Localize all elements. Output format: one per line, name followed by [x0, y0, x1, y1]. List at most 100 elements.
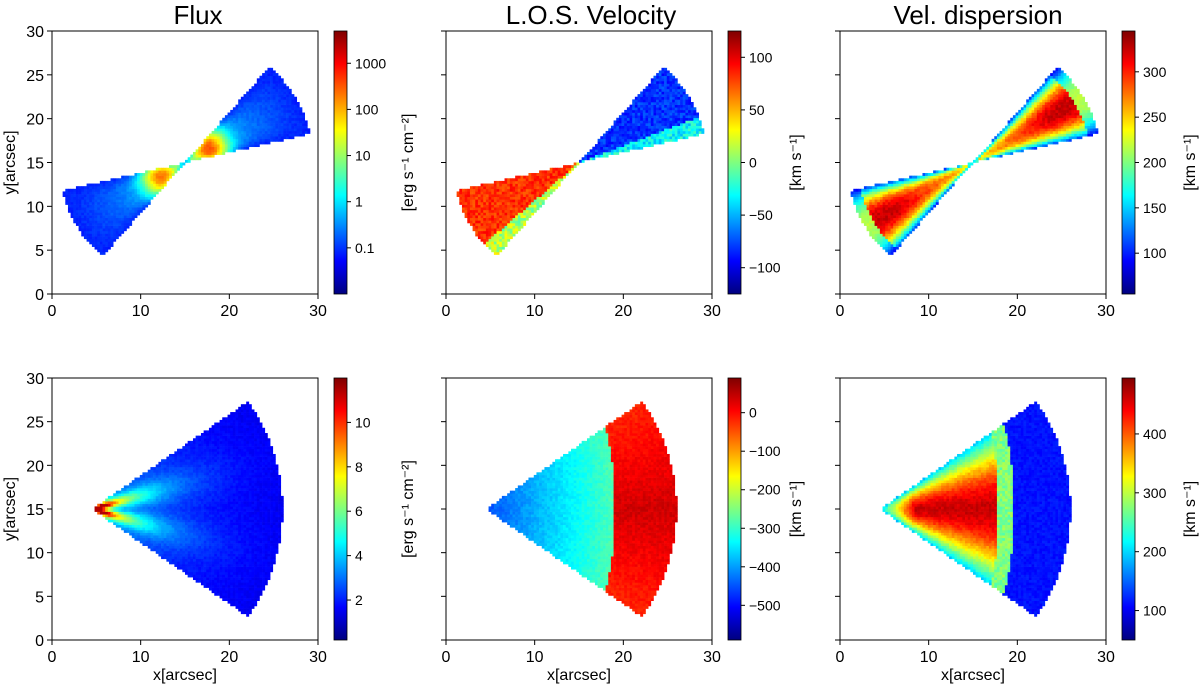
heatmap-cell [232, 107, 236, 111]
heatmap-cell [661, 67, 665, 71]
heatmap-cell [664, 104, 668, 108]
heatmap-cell [672, 86, 676, 90]
heatmap-cell [1055, 104, 1059, 108]
heatmap-cell [658, 141, 662, 145]
heatmap-cell [78, 212, 82, 216]
heatmap-cell [544, 175, 548, 179]
heatmap-cell [493, 183, 497, 187]
heatmap-cell [113, 220, 117, 224]
heatmap-cell [549, 167, 553, 171]
heatmap-cell [509, 183, 513, 187]
heatmap-cell [688, 130, 692, 134]
heatmap-cell [235, 141, 239, 145]
heatmap-cell [917, 194, 921, 197]
heatmap-cell [656, 83, 660, 87]
heatmap-cell [203, 144, 207, 148]
heatmap-cell [246, 112, 250, 116]
heatmap-cell [512, 225, 516, 229]
heatmap-cell [280, 86, 284, 90]
heatmap-cell [121, 215, 125, 219]
heatmap-cell [73, 215, 77, 219]
heatmap-cell [901, 191, 905, 195]
heatmap-cell [485, 220, 489, 224]
heatmap-cell [73, 220, 77, 224]
heatmap-r1c1 [62, 67, 311, 255]
heatmap-cell [123, 199, 127, 203]
heatmap-cell [629, 123, 633, 126]
heatmap-cell [1068, 102, 1072, 105]
heatmap-cell [267, 73, 271, 77]
heatmap-cell [480, 209, 484, 213]
heatmap-cell [216, 125, 220, 129]
heatmap-cell [485, 204, 489, 208]
heatmap-cell [1055, 91, 1059, 95]
heatmap-cell [472, 215, 476, 219]
heatmap-cell [118, 217, 122, 221]
heatmap-cell [126, 188, 130, 192]
heatmap-cell [885, 196, 889, 200]
heatmap-cell [94, 191, 98, 195]
heatmap-cell [99, 204, 103, 208]
heatmap-cell [621, 138, 625, 142]
heatmap-cell [75, 217, 79, 221]
heatmap-cell [504, 183, 508, 187]
heatmap-cell [86, 188, 90, 192]
heatmap-cell [1076, 112, 1080, 116]
heatmap-cell [211, 154, 215, 158]
heatmap-cell [536, 180, 540, 184]
heatmap-cell [137, 516, 141, 520]
heatmap-cell [688, 96, 692, 100]
heatmap-cell [685, 125, 689, 129]
heatmap-cell [1044, 136, 1048, 140]
heatmap-cell [552, 167, 556, 171]
heatmap-cell [240, 123, 244, 126]
heatmap-cell [648, 86, 652, 90]
heatmap-cell [512, 201, 516, 205]
x-tick-label: 10 [526, 303, 544, 320]
heatmap-cell [227, 123, 231, 126]
heatmap-cell [1079, 104, 1083, 108]
heatmap-cell [248, 144, 252, 148]
heatmap-cell [525, 209, 529, 213]
heatmap-cell [115, 191, 119, 195]
heatmap-cell [171, 173, 175, 176]
heatmap-cell [602, 149, 606, 153]
heatmap-cell [645, 91, 649, 95]
heatmap-cell [925, 201, 929, 205]
heatmap-cell [863, 207, 867, 211]
heatmap-cell [115, 506, 119, 510]
heatmap-cell [1071, 104, 1075, 108]
heatmap-cell [909, 178, 913, 182]
heatmap-cell [115, 222, 119, 226]
heatmap-cell [677, 115, 681, 119]
heatmap-cell [464, 201, 468, 205]
heatmap-cell [669, 96, 673, 100]
heatmap-cell [501, 236, 505, 240]
heatmap-cell [861, 204, 865, 208]
heatmap-cell [145, 537, 149, 541]
heatmap-cell [653, 102, 657, 105]
heatmap-cell [142, 540, 146, 544]
heatmap-cell [267, 112, 271, 116]
heatmap-cell [664, 83, 668, 87]
heatmap-cell [680, 91, 684, 95]
heatmap-cell [1087, 107, 1091, 111]
heatmap-cell [869, 209, 873, 213]
heatmap-cell [911, 194, 915, 197]
heatmap-cell [866, 225, 870, 229]
heatmap-cell [115, 522, 119, 526]
heatmap-cell [674, 115, 678, 119]
heatmap-cell [264, 107, 268, 111]
heatmap-cell [520, 196, 524, 200]
heatmap-cell [488, 188, 492, 192]
heatmap-cell [1039, 96, 1043, 100]
heatmap-cell [645, 115, 649, 119]
heatmap-cell [147, 503, 151, 507]
heatmap-cell [882, 215, 886, 219]
heatmap-cell [294, 133, 298, 137]
heatmap-cell [895, 186, 899, 190]
heatmap-cell [94, 222, 98, 226]
heatmap-cell [121, 519, 125, 523]
heatmap-cell [951, 173, 955, 176]
heatmap-cell [73, 217, 77, 221]
